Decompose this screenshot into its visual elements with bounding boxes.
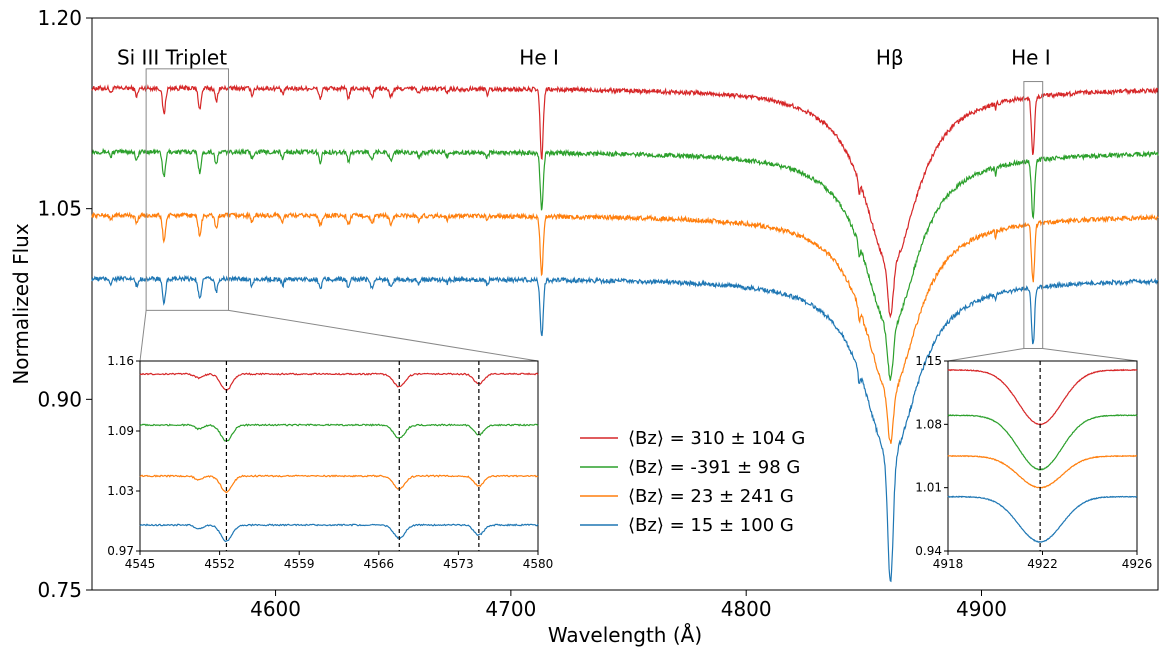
inset-he-series-1 xyxy=(947,414,1138,471)
inset-he-ticks: 4918 4922 4926 0.94 1.01 1.08 1.15 xyxy=(915,354,1152,571)
x-tick-label-0: 4600 xyxy=(250,597,301,621)
inset-si-ytick-label-2: 1.09 xyxy=(107,424,134,438)
inset-si-series-2 xyxy=(139,474,539,494)
y-tick-label-2: 1.05 xyxy=(37,197,82,221)
inset-he-series-2 xyxy=(947,454,1137,489)
legend-label-3: ⟨Bz⟩ = 15 ± 100 G xyxy=(628,515,794,536)
inset-he-line: 4918 4922 4926 0.94 1.01 1.08 1.15 xyxy=(915,354,1152,571)
legend-label-1: ⟨Bz⟩ = -391 ± 98 G xyxy=(628,457,800,478)
inset-si-ytick-label-3: 1.16 xyxy=(107,354,134,368)
inset-he-xtick-label-0: 4918 xyxy=(933,557,964,571)
x-axis-title: Wavelength (Å) xyxy=(548,623,702,647)
inset-si-xtick-label-0: 4545 xyxy=(125,557,156,571)
inset-si-ticks: 4545 4552 4559 4566 4573 4580 0.97 1.03 1.09 1.16 xyxy=(107,354,553,571)
inset-si-xtick-label-5: 4580 xyxy=(523,557,554,571)
legend-label-2: ⟨Bz⟩ = 23 ± 241 G xyxy=(628,486,794,507)
line-annotations: Si III Triplet He I Hβ He I xyxy=(117,46,1051,70)
inset-si-ytick-label-0: 0.97 xyxy=(107,544,134,558)
inset-he-ytick-label-1: 1.01 xyxy=(915,481,942,495)
series-line-2 xyxy=(91,211,1159,444)
inset-si-series-group xyxy=(139,361,539,551)
x-tick-label-2: 4800 xyxy=(721,597,772,621)
annotation-1: He I xyxy=(519,46,559,70)
main-x-ticks: 4600 4700 4800 4900 xyxy=(250,590,1007,621)
inset-he-series-0 xyxy=(947,368,1138,426)
zoom-connector-he-left xyxy=(947,347,1024,362)
inset-he-ytick-label-0: 0.94 xyxy=(915,544,942,558)
inset-si-xtick-label-2: 4559 xyxy=(284,557,315,571)
inset-si-series-0 xyxy=(139,372,539,392)
series-line-1 xyxy=(91,147,1159,381)
legend: ⟨Bz⟩ = 310 ± 104 G ⟨Bz⟩ = -391 ± 98 G ⟨Bz⟩… xyxy=(580,428,805,536)
series-line-3 xyxy=(91,274,1159,583)
inset-si-series-1 xyxy=(139,423,539,442)
annotation-2: Hβ xyxy=(876,46,904,70)
series-line-0 xyxy=(91,83,1159,319)
inset-si-xtick-label-3: 4566 xyxy=(364,557,395,571)
zoom-connector-si-left xyxy=(139,310,147,362)
inset-he-xtick-label-2: 4926 xyxy=(1122,557,1153,571)
zoom-box-si xyxy=(145,68,229,311)
inset-si-ytick-label-1: 1.03 xyxy=(107,484,134,498)
main-series-group xyxy=(91,83,1159,583)
x-tick-label-3: 4900 xyxy=(956,597,1007,621)
main-y-ticks: 0.75 0.90 1.05 1.20 xyxy=(37,6,92,602)
inset-si-series-3 xyxy=(139,523,539,543)
main-plot-frame xyxy=(91,17,1159,591)
annotation-0: Si III Triplet xyxy=(117,46,227,70)
inset-he-ytick-label-2: 1.08 xyxy=(915,417,942,431)
y-tick-label-1: 0.90 xyxy=(37,387,82,411)
inset-he-xtick-label-1: 4922 xyxy=(1027,557,1058,571)
y-tick-label-3: 1.20 xyxy=(37,6,82,30)
inset-he-ytick-label-3: 1.15 xyxy=(915,354,942,368)
inset-si-triplet: 4545 4552 4559 4566 4573 4580 0.97 1.03 1.09 1.16 xyxy=(107,354,553,571)
y-tick-label-0: 0.75 xyxy=(37,578,82,602)
main-plot-area: 4600 4700 4800 4900 0.75 0.90 1.05 1.20 Si III… xyxy=(37,6,1159,621)
annotation-3: He I xyxy=(1011,46,1051,70)
zoom-box-he xyxy=(1023,81,1044,349)
inset-si-xtick-label-1: 4552 xyxy=(204,557,235,571)
inset-he-series-group xyxy=(947,361,1138,551)
zoom-indicator-group xyxy=(139,68,1138,362)
x-tick-label-1: 4700 xyxy=(485,597,536,621)
legend-label-0: ⟨Bz⟩ = 310 ± 104 G xyxy=(628,428,805,449)
zoom-connector-he-right xyxy=(1042,347,1138,362)
inset-si-triplet-frame xyxy=(139,360,539,552)
inset-he-series-3 xyxy=(947,495,1138,543)
y-axis-title: Normalized Flux xyxy=(9,223,33,385)
zoom-connector-si-right xyxy=(228,309,539,362)
inset-si-xtick-label-4: 4573 xyxy=(443,557,474,571)
